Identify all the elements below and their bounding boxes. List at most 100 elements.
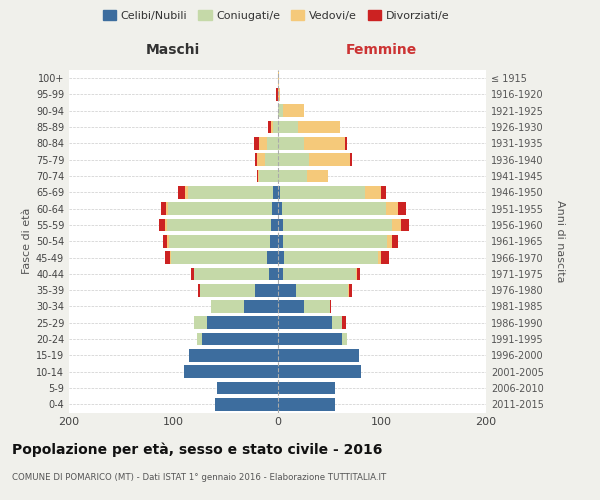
- Bar: [259, 170, 277, 182]
- Bar: [309, 154, 350, 166]
- Bar: [349, 284, 352, 296]
- Bar: [161, 202, 166, 215]
- Bar: [277, 170, 307, 182]
- Bar: [283, 218, 392, 232]
- Bar: [398, 202, 406, 215]
- Bar: [254, 284, 277, 296]
- Bar: [277, 154, 309, 166]
- Bar: [277, 251, 284, 264]
- Bar: [277, 120, 298, 134]
- Bar: [257, 154, 265, 166]
- Bar: [217, 382, 277, 394]
- Bar: [392, 235, 398, 248]
- Bar: [168, 202, 272, 215]
- Bar: [307, 170, 328, 182]
- Bar: [166, 202, 168, 215]
- Bar: [211, 300, 244, 313]
- Bar: [386, 202, 398, 215]
- Bar: [277, 235, 283, 248]
- Bar: [206, 316, 277, 329]
- Bar: [277, 88, 280, 101]
- Bar: [271, 120, 274, 134]
- Bar: [268, 120, 271, 134]
- Bar: [191, 268, 194, 280]
- Y-axis label: Fasce di età: Fasce di età: [22, 208, 32, 274]
- Legend: Celibi/Nubili, Coniugati/e, Vedovi/e, Divorziati/e: Celibi/Nubili, Coniugati/e, Vedovi/e, Di…: [98, 6, 454, 25]
- Bar: [184, 366, 277, 378]
- Text: COMUNE DI POMARICO (MT) - Dati ISTAT 1° gennaio 2016 - Elaborazione TUTTITALIA.I: COMUNE DI POMARICO (MT) - Dati ISTAT 1° …: [12, 472, 386, 482]
- Bar: [277, 349, 359, 362]
- Bar: [165, 218, 167, 232]
- Bar: [329, 300, 331, 313]
- Bar: [194, 268, 269, 280]
- Bar: [189, 349, 277, 362]
- Bar: [277, 268, 283, 280]
- Bar: [170, 251, 171, 264]
- Bar: [277, 300, 304, 313]
- Bar: [304, 300, 329, 313]
- Bar: [296, 284, 349, 296]
- Bar: [381, 251, 389, 264]
- Bar: [277, 186, 280, 198]
- Bar: [254, 154, 257, 166]
- Bar: [274, 186, 277, 198]
- Bar: [271, 218, 277, 232]
- Bar: [215, 398, 277, 410]
- Bar: [257, 170, 259, 182]
- Bar: [356, 268, 357, 280]
- Bar: [392, 218, 401, 232]
- Bar: [167, 218, 271, 232]
- Bar: [277, 332, 342, 345]
- Bar: [342, 332, 347, 345]
- Bar: [188, 186, 274, 198]
- Bar: [277, 202, 281, 215]
- Bar: [377, 251, 381, 264]
- Bar: [345, 137, 347, 150]
- Text: Maschi: Maschi: [146, 43, 200, 57]
- Bar: [277, 398, 335, 410]
- Bar: [277, 284, 296, 296]
- Bar: [171, 251, 267, 264]
- Bar: [387, 235, 392, 248]
- Bar: [284, 251, 377, 264]
- Bar: [365, 186, 381, 198]
- Bar: [381, 186, 386, 198]
- Bar: [280, 186, 365, 198]
- Bar: [332, 316, 342, 329]
- Bar: [269, 268, 277, 280]
- Bar: [283, 104, 304, 117]
- Bar: [197, 332, 202, 345]
- Bar: [198, 284, 200, 296]
- Bar: [401, 218, 409, 232]
- Bar: [357, 268, 360, 280]
- Bar: [254, 137, 259, 150]
- Bar: [274, 120, 277, 134]
- Bar: [277, 104, 283, 117]
- Text: Femmine: Femmine: [346, 43, 418, 57]
- Bar: [178, 186, 185, 198]
- Text: Popolazione per età, sesso e stato civile - 2016: Popolazione per età, sesso e stato civil…: [12, 442, 382, 457]
- Bar: [304, 137, 345, 150]
- Y-axis label: Anni di nascita: Anni di nascita: [555, 200, 565, 282]
- Bar: [158, 218, 165, 232]
- Bar: [342, 316, 346, 329]
- Bar: [283, 235, 387, 248]
- Bar: [277, 72, 278, 85]
- Bar: [185, 186, 188, 198]
- Bar: [270, 235, 277, 248]
- Bar: [277, 137, 304, 150]
- Bar: [283, 268, 356, 280]
- Bar: [277, 316, 332, 329]
- Bar: [277, 382, 335, 394]
- Bar: [194, 316, 206, 329]
- Bar: [281, 202, 386, 215]
- Bar: [200, 284, 254, 296]
- Bar: [298, 120, 340, 134]
- Bar: [277, 218, 283, 232]
- Bar: [350, 154, 352, 166]
- Bar: [259, 137, 267, 150]
- Bar: [267, 251, 277, 264]
- Bar: [163, 235, 167, 248]
- Bar: [265, 154, 277, 166]
- Bar: [167, 235, 169, 248]
